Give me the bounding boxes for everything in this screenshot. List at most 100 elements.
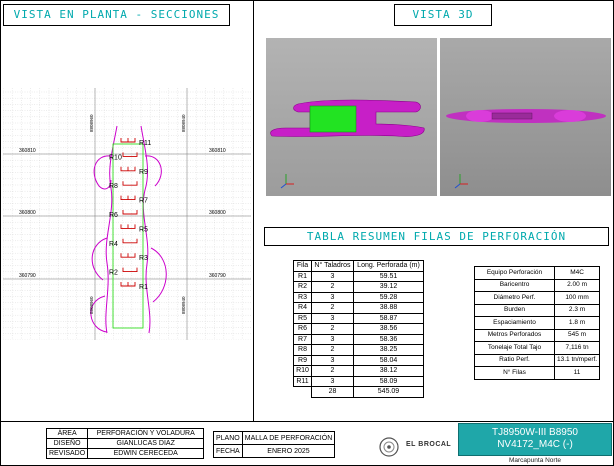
table-row: Ratio Perf. 13.1 tn/mperf.	[474, 353, 601, 367]
table-row: R10 2 38.12	[293, 365, 424, 377]
drill-count: 3	[311, 291, 354, 303]
row-name: R6	[293, 323, 312, 335]
drill-row-r6	[122, 210, 138, 215]
table-row: Equipo Perforación M4C	[474, 266, 601, 280]
stope-3d-block	[309, 105, 357, 133]
drill-count: 2	[311, 281, 354, 293]
total-drills: 28	[311, 386, 354, 398]
row-label-r1: R1	[139, 284, 148, 291]
table-row: REVISADO EDWIN CERECEDA	[45, 448, 205, 459]
vertical-divider	[253, 0, 254, 421]
drilled-length: 39.12	[353, 281, 424, 293]
drill-row-r1	[120, 282, 136, 287]
table-row: Baricentro 2.00 m	[474, 278, 601, 292]
east-label-bottom-2: 8808940	[181, 296, 186, 314]
drill-row-r2	[122, 267, 138, 273]
field-label: Espaciamiento	[474, 316, 555, 330]
drilled-length: 59.28	[353, 291, 424, 303]
drill-count: 2	[311, 302, 354, 314]
stope-3d-top	[491, 112, 533, 120]
plan-axis-lines	[3, 88, 251, 340]
row-label-r2: R2	[109, 270, 118, 277]
row-name: R5	[293, 312, 312, 324]
drawing-code-line1: TJ8950W-III B8950	[492, 427, 578, 438]
drill-row-r5	[120, 224, 136, 229]
east-labels: 8808960 8808940 8808960 8808940	[89, 114, 186, 314]
row-name: R2	[293, 281, 312, 293]
field-value: 11	[553, 366, 601, 380]
drilled-length: 58.87	[353, 312, 424, 324]
table-row: Metros Perforados 545 m	[474, 328, 601, 342]
table-row: R8 2 38.25	[293, 344, 424, 356]
field-label: Burden	[474, 303, 555, 317]
table-row: R7 3 58.36	[293, 333, 424, 345]
row-name: R11	[293, 375, 312, 387]
table-row: R11 3 58.09	[293, 375, 424, 387]
field-label: Metros Perforados	[474, 328, 555, 342]
field-label: DISEÑO	[45, 438, 89, 449]
north-label-left-1: 360810	[19, 148, 36, 154]
zone-name: Marcapunta Norte	[508, 457, 562, 464]
field-label: Tonelaje Total Tajo	[474, 341, 555, 355]
drill-row-r10	[122, 152, 138, 157]
drill-row-r8	[122, 181, 138, 186]
parameters-table: Equipo Perforación M4C Baricentro 2.00 m Diá…	[474, 266, 601, 380]
drill-row-r7	[120, 195, 136, 201]
field-label: FECHA	[213, 444, 243, 458]
north-label-right-3: 360790	[209, 273, 226, 279]
drilled-length: 38.56	[353, 323, 424, 335]
table-row: R1 3 59.51	[293, 270, 424, 282]
title-block-mid: PLANO MALLA DE PERFORACIÓN FECHA ENERO 2025	[213, 431, 336, 458]
row-name: R4	[293, 302, 312, 314]
row-label-r11: R11	[139, 140, 151, 147]
field-label: Diámetro Perf.	[474, 291, 555, 305]
table-row: DISEÑO GIANLUCAS DIAZ	[45, 438, 205, 449]
drill-rows	[120, 138, 138, 287]
axis-triad-icon	[280, 174, 294, 189]
drill-row-r9	[120, 166, 136, 172]
table-row: R9 3 58.04	[293, 354, 424, 366]
drill-count: 3	[311, 270, 354, 282]
field-value: EDWIN CERECEDA	[87, 448, 205, 459]
drill-count: 3	[311, 312, 354, 324]
drilled-length: 38.25	[353, 344, 424, 356]
drill-row-r4	[122, 238, 138, 244]
plan-view-title: VISTA EN PLANTA - SECCIONES	[3, 4, 230, 26]
north-label-left-3: 360790	[19, 273, 36, 279]
table-row: Burden 2.3 m	[474, 303, 601, 317]
drill-rows-table: Fila N° Taladros Long. Perforada (m) R1 3…	[293, 260, 424, 398]
logo-mark-icon	[379, 437, 399, 457]
table-row: PLANO MALLA DE PERFORACIÓN	[213, 431, 336, 445]
drilled-length: 58.36	[353, 333, 424, 345]
field-value: M4C	[553, 266, 601, 280]
north-label-left-2: 360800	[19, 210, 36, 216]
field-label: Equipo Perforación	[474, 266, 555, 280]
row-labels: R11 R10 R9 R8 R7 R6 R5 R4 R3 R2 R1	[109, 140, 151, 291]
north-labels: 360810 360810 360800 360800 360790 36079…	[19, 148, 226, 279]
total-length: 545.09	[353, 386, 424, 398]
row-name: R7	[293, 333, 312, 345]
north-label-right-1: 360810	[209, 148, 226, 154]
drilled-length: 38.88	[353, 302, 424, 314]
drill-count: 2	[311, 344, 354, 356]
row-label-r8: R8	[109, 183, 118, 190]
table-row: R5 3 58.87	[293, 312, 424, 324]
field-value: PERFORACIÓN Y VOLADURA	[87, 428, 205, 439]
horizontal-divider	[0, 421, 614, 422]
row-name: R8	[293, 344, 312, 356]
title-block-left: ÁREA PERFORACIÓN Y VOLADURA DISEÑO GIANLUCA…	[45, 428, 205, 459]
view-3d-title: VISTA 3D	[394, 4, 492, 26]
field-value: 545 m	[553, 328, 601, 342]
table-row: Espaciamiento 1.8 m	[474, 316, 601, 330]
drill-row-r3	[120, 253, 136, 258]
axis-triad-icon	[454, 174, 468, 189]
east-label-top-1: 8808960	[89, 114, 94, 132]
field-label: ÁREA	[45, 428, 89, 439]
summary-table-title: TABLA RESUMEN FILAS DE PERFORACIÓN	[264, 227, 609, 246]
row-label-r3: R3	[139, 255, 148, 262]
row-name: R10	[293, 365, 312, 377]
field-value: 2.3 m	[553, 303, 601, 317]
table-row: R3 3 59.28	[293, 291, 424, 303]
field-value: GIANLUCAS DIAZ	[87, 438, 205, 449]
field-label: PLANO	[213, 431, 243, 445]
